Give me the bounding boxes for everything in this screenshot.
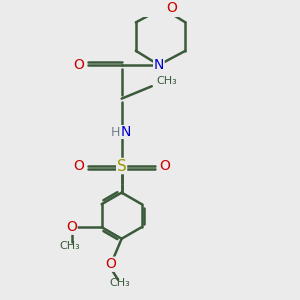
Text: S: S xyxy=(117,158,127,173)
Text: CH₃: CH₃ xyxy=(156,76,177,86)
Text: CH₃: CH₃ xyxy=(110,278,130,288)
Text: O: O xyxy=(159,159,170,173)
Text: H: H xyxy=(110,126,120,139)
Text: CH₃: CH₃ xyxy=(59,241,80,250)
Text: O: O xyxy=(166,1,177,15)
Text: O: O xyxy=(74,159,84,173)
Text: N: N xyxy=(121,125,131,139)
Text: O: O xyxy=(106,257,116,271)
Text: N: N xyxy=(154,58,164,72)
Text: O: O xyxy=(66,220,77,234)
Text: O: O xyxy=(74,58,84,72)
